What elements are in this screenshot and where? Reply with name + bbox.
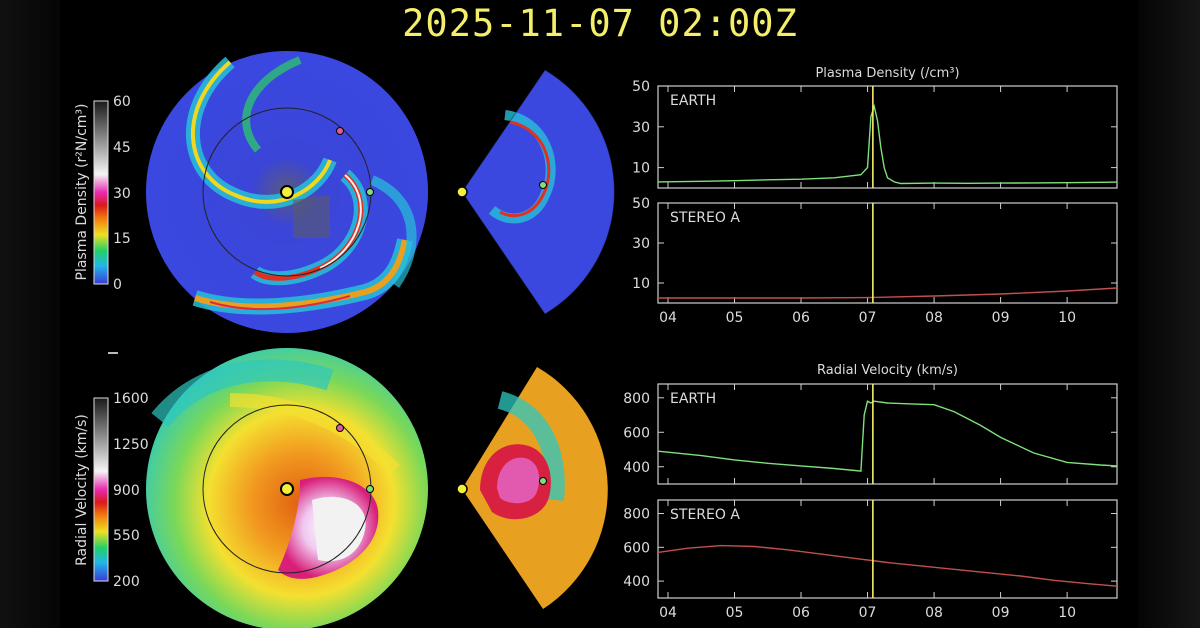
x-tick-label: 05 <box>726 310 744 326</box>
panel-label: EARTH <box>670 93 716 109</box>
earth-marker <box>366 188 374 196</box>
x-tick-label: 10 <box>1058 605 1076 621</box>
panel-frame-0-1 <box>657 202 1118 304</box>
earth-marker-velocity-wedge <box>539 477 547 485</box>
velocity-ecliptic-disk <box>146 348 428 628</box>
density-tick-45: 45 <box>113 140 131 156</box>
series-line <box>657 400 1118 472</box>
x-tick-label: 08 <box>925 310 943 326</box>
series-line <box>658 287 1118 299</box>
stereo-a-marker-velocity <box>336 424 344 432</box>
sun-icon-velocity <box>280 482 294 496</box>
y-tick-label: 600 <box>623 425 650 441</box>
x-tick-label: 04 <box>659 605 677 621</box>
density-ecliptic-disk <box>146 51 428 333</box>
density-tick-0: 0 <box>113 277 122 293</box>
x-tick-label: 07 <box>859 310 877 326</box>
density-tick-15: 15 <box>113 231 131 247</box>
y-tick-label: 10 <box>632 161 650 177</box>
x-tick-label: 10 <box>1058 310 1076 326</box>
y-tick-label: 30 <box>632 120 650 136</box>
x-tick-label: 09 <box>992 310 1010 326</box>
panel-label: STEREO A <box>670 507 740 523</box>
y-tick-label: 800 <box>623 391 650 407</box>
x-tick-label: 06 <box>792 605 810 621</box>
timestamp-title: 2025-11-07 02:00Z <box>402 2 798 45</box>
series-line <box>657 544 1118 587</box>
velocity-tick-1600: 1600 <box>113 391 149 407</box>
chart-title-1: Radial Velocity (km/s) <box>817 363 958 378</box>
stereo-a-marker <box>336 127 344 135</box>
y-tick-label: 30 <box>632 236 650 252</box>
density-meridional-wedge <box>456 69 615 315</box>
y-tick-label: 10 <box>632 276 650 292</box>
panel-frame-1-1 <box>657 499 1118 599</box>
velocity-meridional-wedge <box>456 367 608 609</box>
panel-label: EARTH <box>670 391 716 407</box>
density-tick-60: 60 <box>113 94 131 110</box>
dash-mark <box>108 352 118 354</box>
y-tick-label: 400 <box>623 460 650 476</box>
y-tick-label: 50 <box>632 79 650 95</box>
velocity-tick-1250: 1250 <box>113 437 149 453</box>
x-tick-label: 06 <box>792 310 810 326</box>
panel-frame-1-0 <box>657 383 1118 485</box>
velocity-tick-550: 550 <box>113 528 140 544</box>
x-tick-label: 07 <box>859 605 877 621</box>
velocity-tick-200: 200 <box>113 574 140 590</box>
velocity-colorbar-label: Radial Velocity (km/s) <box>74 414 90 566</box>
x-tick-label: 05 <box>726 605 744 621</box>
velocity-colorbar: 1600 1250 900 550 200 Radial Velocity (k… <box>74 391 149 590</box>
y-tick-label: 800 <box>623 507 650 523</box>
sun-icon-velocity-wedge <box>456 483 468 495</box>
density-tick-30: 30 <box>113 186 131 202</box>
density-colorbar: 60 45 30 15 0 Plasma Density (r²N/cm³) <box>74 94 131 293</box>
density-colorbar-label: Plasma Density (r²N/cm³) <box>74 104 90 281</box>
sun-icon <box>280 185 294 199</box>
earth-marker-wedge <box>539 181 547 189</box>
earth-marker-velocity <box>366 485 374 493</box>
sun-icon-wedge <box>456 186 468 198</box>
y-tick-label: 600 <box>623 540 650 556</box>
velocity-tick-900: 900 <box>113 483 140 499</box>
panel-label: STEREO A <box>670 210 740 226</box>
x-tick-label: 04 <box>659 310 677 326</box>
y-tick-label: 400 <box>623 574 650 590</box>
right-margin <box>1138 0 1200 628</box>
panel-frame-0-0 <box>657 85 1118 189</box>
x-tick-label: 09 <box>992 605 1010 621</box>
y-tick-label: 50 <box>632 196 650 212</box>
chart-title-0: Plasma Density (/cm³) <box>815 66 959 81</box>
time-series-panels: Plasma Density (/cm³) 10 30 50 EARTH 10 30 50 04… <box>623 66 1118 621</box>
x-tick-label: 08 <box>925 605 943 621</box>
left-margin <box>0 0 60 628</box>
series-line <box>657 103 1118 185</box>
